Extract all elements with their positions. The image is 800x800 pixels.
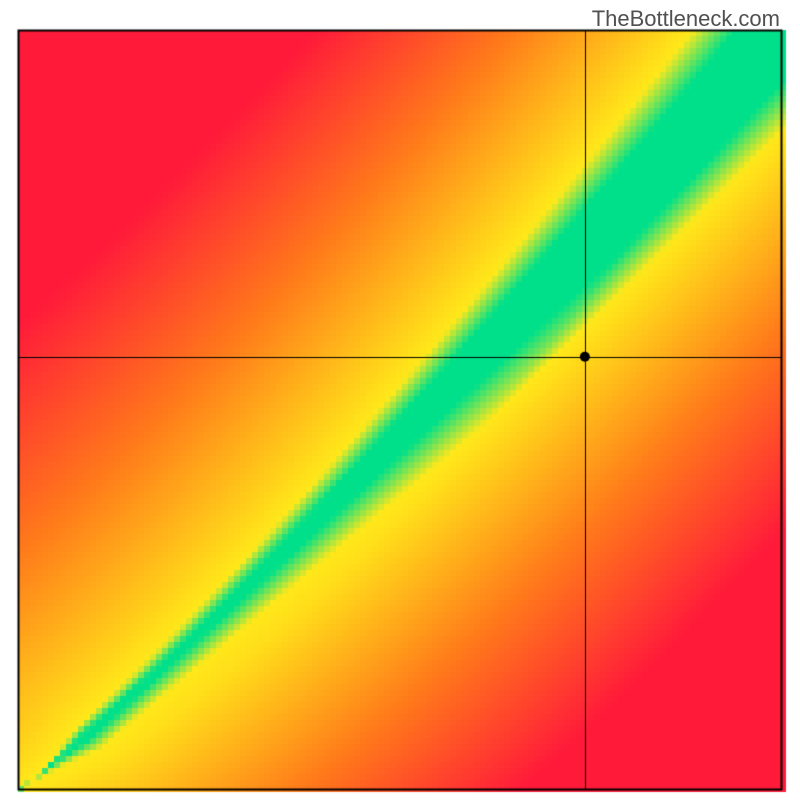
attribution-label: TheBottleneck.com [592, 6, 780, 32]
bottleneck-heatmap [0, 0, 800, 800]
chart-container: TheBottleneck.com [0, 0, 800, 800]
